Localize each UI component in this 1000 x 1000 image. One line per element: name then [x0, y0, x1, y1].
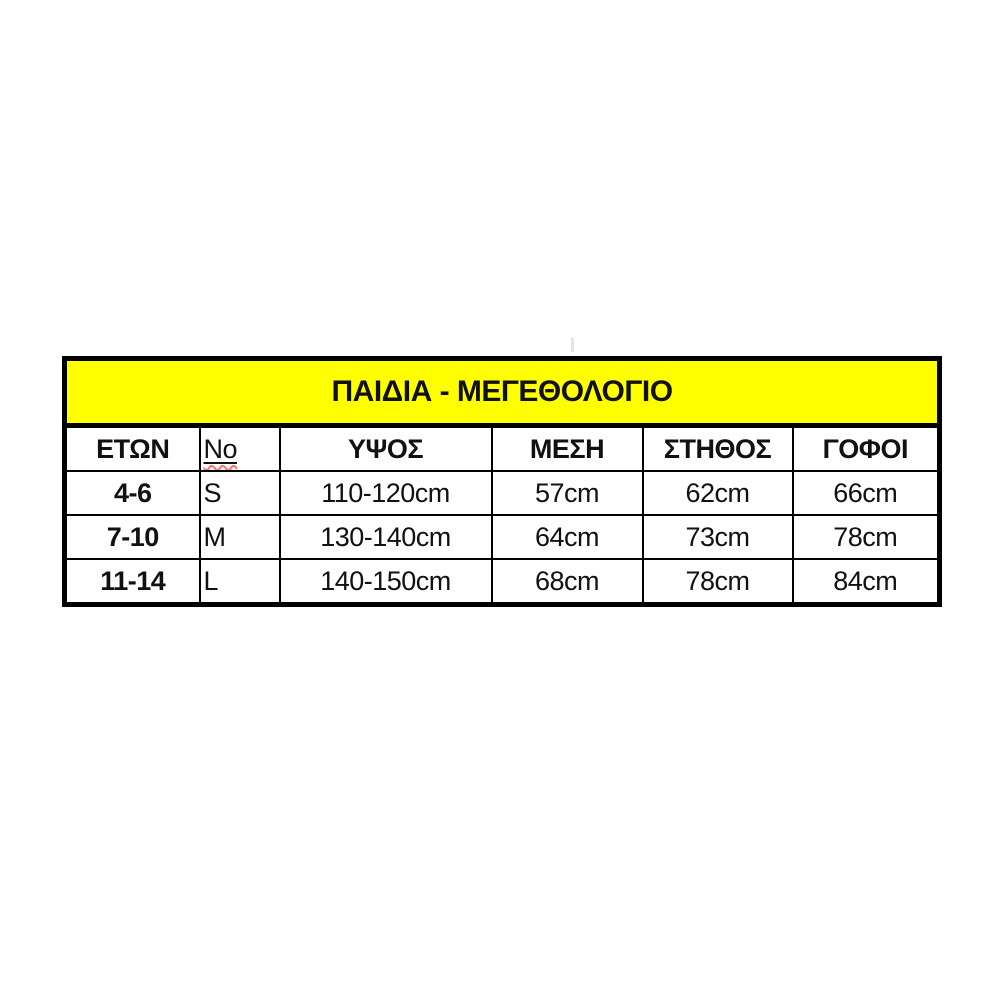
chest-cell: 73cm — [641, 514, 794, 560]
waist-cell: 57cm — [490, 470, 644, 516]
column-header-waist: ΜΕΣΗ — [490, 424, 644, 472]
height-cell: 130-140cm — [278, 514, 493, 560]
height-cell: 140-150cm — [278, 558, 493, 606]
height-cell: 110-120cm — [278, 470, 493, 516]
column-header-size-label: No — [203, 433, 238, 464]
size-cell: S — [198, 470, 281, 516]
chest-cell: 78cm — [641, 558, 794, 606]
years-cell: 7-10 — [63, 514, 201, 560]
hips-cell: 66cm — [791, 470, 941, 516]
waist-cell: 68cm — [490, 558, 644, 606]
column-header-size: No — [198, 424, 281, 472]
smudge-artifact — [571, 337, 574, 352]
years-cell: 4-6 — [63, 470, 201, 516]
table-row-small: 4-6 S 110-120cm 57cm 62cm 66cm — [63, 470, 941, 516]
table-row-large: 11-14 L 140-150cm 68cm 78cm 84cm — [63, 558, 941, 606]
table-header-row: ΕΤΩΝ No ΥΨΟΣ ΜΕΣΗ ΣΤΗΘΟΣ ΓΟΦΟΙ — [63, 424, 941, 472]
hips-cell: 78cm — [791, 514, 941, 560]
size-chart-table: ΠΑΙΔΙΑ - ΜΕΓΕΘΟΛΟΓΙΟ ΕΤΩΝ No ΥΨΟΣ ΜΕΣΗ Σ… — [62, 356, 943, 607]
years-cell: 11-14 — [63, 558, 201, 606]
table-title: ΠΑΙΔΙΑ - ΜΕΓΕΘΟΛΟΓΙΟ — [63, 357, 941, 428]
column-header-height: ΥΨΟΣ — [278, 424, 493, 472]
waist-cell: 64cm — [490, 514, 644, 560]
size-cell: M — [198, 514, 281, 560]
column-header-years: ΕΤΩΝ — [63, 424, 201, 472]
hips-cell: 84cm — [791, 558, 941, 606]
column-header-hips: ΓΟΦΟΙ — [791, 424, 941, 472]
column-header-chest: ΣΤΗΘΟΣ — [641, 424, 794, 472]
size-cell: L — [198, 558, 281, 606]
spellcheck-squiggle: No — [204, 434, 238, 464]
chest-cell: 62cm — [641, 470, 794, 516]
table-row-medium: 7-10 M 130-140cm 64cm 73cm 78cm — [63, 514, 941, 560]
table-title-row: ΠΑΙΔΙΑ - ΜΕΓΕΘΟΛΟΓΙΟ — [63, 357, 941, 428]
